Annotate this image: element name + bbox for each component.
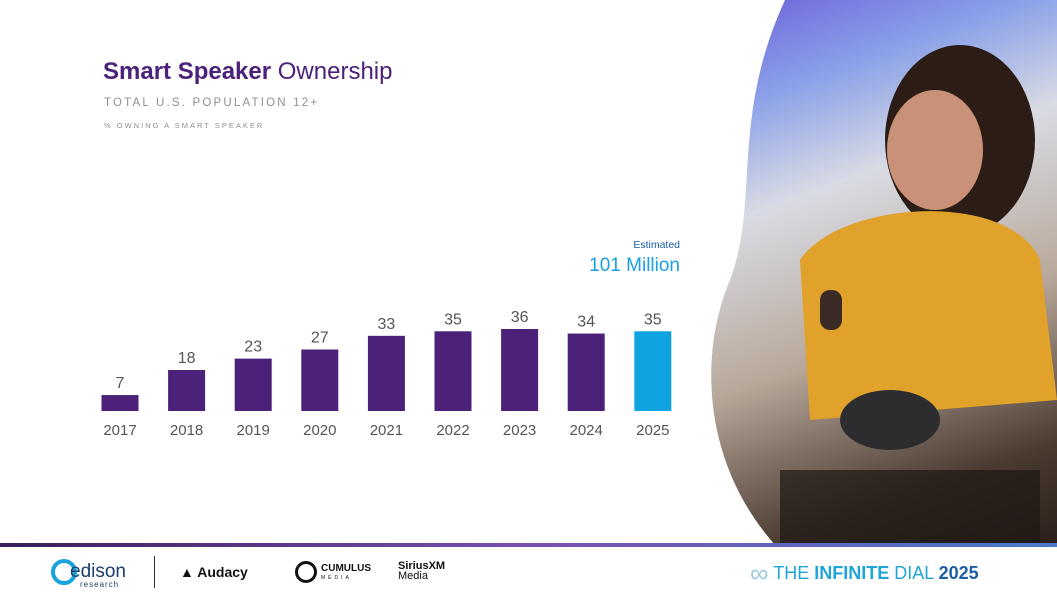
data-label: 35 [444,311,462,328]
footer-divider [0,543,1057,547]
bar-2021 [367,335,405,411]
x-tick-label: 2024 [570,422,603,439]
data-label: 18 [178,350,196,367]
x-tick-label: 2021 [370,422,403,439]
page-title: Smart Speaker Ownership [103,58,393,85]
bar-2017 [101,395,139,411]
infinite-dial-logo: ∞ THE INFINITE DIAL 2025 [750,558,979,588]
logo-divider [154,556,155,588]
x-tick-label: 2018 [170,422,203,439]
bar-2025 [634,331,672,411]
bar-2024 [567,333,605,411]
data-label: 35 [644,311,662,328]
x-tick-label: 2017 [103,422,136,439]
x-tick-label: 2022 [436,422,469,439]
x-tick-label: 2020 [303,422,336,439]
bar-2020 [301,349,339,411]
chart-note: % OWNING A SMART SPEAKER [104,121,265,130]
woman-with-smart-speaker-photo [690,0,1057,545]
x-tick-label: 2019 [237,422,270,439]
estimate-value: 101 Million [589,255,680,276]
siriusxm-logo: SiriusXM Media [398,560,446,582]
bar-2023 [501,329,539,411]
bar-2022 [434,331,472,411]
edison-icon [51,559,77,585]
data-label: 34 [577,314,595,331]
estimate-label: Estimated [633,239,680,251]
data-label: 7 [116,375,125,392]
x-tick-label: 2023 [503,422,536,439]
audacy-logo: ▲ Audacy [180,564,248,580]
bar-chart: 7 2017 18 2018 23 2019 27 2020 33 2021 35 2022 36 202… [101,309,672,439]
data-label: 33 [378,316,396,333]
data-label: 27 [311,330,329,347]
bar-2018 [168,370,206,411]
subtitle: TOTAL U.S. POPULATION 12+ [104,97,320,109]
data-label: 36 [511,309,529,326]
footer: edison research ▲ Audacy CUMULUS MEDIA S… [0,556,1057,592]
bar-2019 [234,358,272,411]
x-tick-label: 2025 [636,422,669,439]
infinity-icon: ∞ [750,558,769,588]
data-label: 23 [244,339,262,356]
